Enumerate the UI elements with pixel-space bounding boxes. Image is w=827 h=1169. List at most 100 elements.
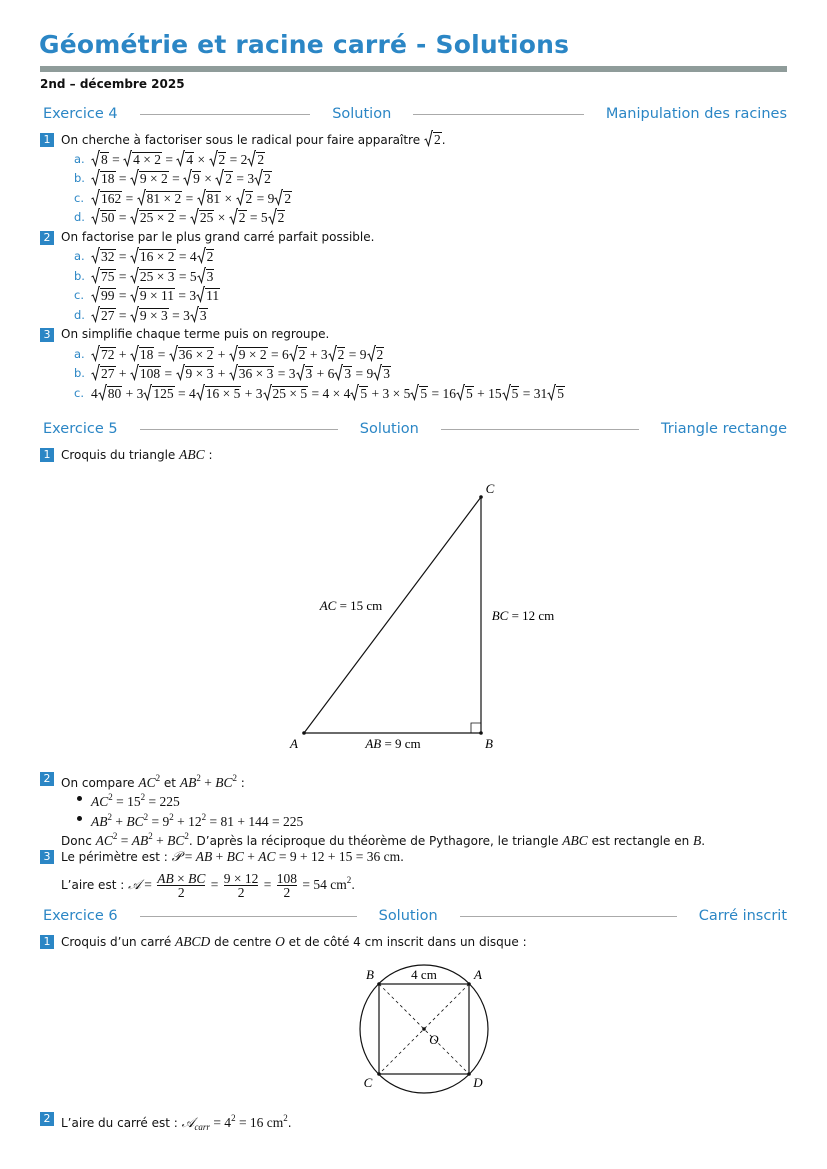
math-text: + (152, 833, 168, 848)
superscript: 2 (231, 1112, 236, 1123)
math-italic: 𝒜 (181, 1114, 195, 1130)
radicand: 81 × 2 (145, 190, 183, 206)
bullet (77, 815, 82, 821)
label-part: B (366, 967, 374, 982)
square-root: 2 (208, 149, 227, 170)
figure-label: B (485, 736, 493, 751)
radicand: 11 (205, 288, 221, 303)
text: = 9 (148, 813, 170, 829)
text: Croquis du triangle (61, 448, 180, 462)
radical-stroke (130, 305, 139, 323)
math-text: = (181, 848, 196, 864)
vertex (479, 730, 483, 735)
square-root: 25 × 2 (130, 208, 176, 228)
radical-stroke (190, 208, 199, 226)
radical-stroke (288, 344, 298, 362)
radical-stroke (228, 208, 238, 226)
square-root: 25 × 5 (262, 383, 309, 404)
square-root: 11 (196, 286, 221, 306)
superscript: 2 (196, 772, 201, 783)
radical-sign (91, 344, 100, 362)
radicand: 3 (382, 366, 391, 381)
superscript: 2 (107, 811, 113, 822)
item-line: 1 Croquis du triangle ABC : (0, 445, 827, 465)
radical-stroke (196, 188, 206, 206)
item-line: 1 Croquis d’un carré ABCD de centre O et … (0, 932, 827, 952)
square-root: 4 (176, 149, 195, 170)
radicand: 75 (100, 268, 116, 284)
radical-stroke (366, 344, 376, 362)
exercise: Exercice 4 Solution Manipulation des racin… (0, 104, 827, 403)
text: + 3 × 5 (368, 385, 411, 401)
radical-sign (334, 364, 344, 382)
radical-stroke (334, 364, 344, 382)
item-line: 3 On simplifie chaque terme puis on regro… (0, 325, 827, 345)
text: + 15 (473, 385, 502, 401)
text: = 3 (233, 171, 255, 186)
radical-stroke (327, 344, 337, 362)
radical-stroke (456, 383, 465, 401)
square-root: 2 (274, 188, 293, 209)
radical-sign (228, 208, 238, 226)
text: × (194, 151, 209, 167)
vertex (422, 1026, 426, 1031)
text: + 3 (122, 385, 144, 401)
items: 1 Croquis d’un carré ABCD de centre O et … (0, 932, 827, 1132)
text: = (175, 210, 190, 225)
label-part: = 12 cm (508, 608, 554, 623)
radical-stroke (91, 169, 100, 187)
radicand: 2 (256, 151, 266, 167)
square-root: 2 (288, 344, 307, 365)
math-italic: AC (91, 794, 109, 809)
text: = 225 (145, 794, 180, 809)
math-italic: BC (188, 871, 206, 886)
radicand: 2 (297, 346, 307, 362)
math-text: + (200, 774, 216, 790)
math-text: 108 (276, 871, 297, 886)
square-root: 108 (130, 364, 162, 384)
text: et (160, 775, 180, 790)
text: + 3 (241, 385, 263, 401)
item-number: 1 (40, 133, 54, 147)
radical-stroke (130, 286, 139, 304)
radical-sign (501, 383, 511, 401)
superscript: 2 (184, 831, 189, 841)
radical-stroke (91, 247, 100, 265)
radicand: 16 × 5 (204, 385, 242, 401)
text: + (115, 346, 130, 362)
square-root: 25 × 3 (130, 266, 176, 287)
radical-sign (130, 364, 139, 382)
radicand: 2 (224, 171, 233, 186)
sub-letter: a. (74, 346, 85, 361)
text: = 81 + 144 = 225 (206, 813, 304, 829)
figure-label: 4 cm (411, 967, 437, 982)
radical-stroke (130, 364, 139, 382)
radical-stroke (295, 364, 305, 382)
radical-sign (195, 383, 205, 401)
square-root: 3 (295, 364, 314, 384)
radicand: 32 (100, 249, 116, 264)
item-line: 1 On cherche à factoriser sous le radical… (0, 130, 827, 150)
text: = 3 (175, 288, 197, 303)
square-root: 18 (91, 169, 116, 189)
radical-stroke (183, 169, 193, 187)
radical-stroke (91, 266, 100, 284)
text: On cherche à factoriser sous le radical … (61, 133, 424, 147)
square-root: 2 (327, 344, 346, 365)
text: = 2 (226, 151, 248, 167)
radical-sign (91, 188, 100, 206)
superscript: 2 (140, 792, 146, 802)
item-line: 2 L’aire du carré est : 𝒜carr = 42 = 16 c… (0, 1109, 827, 1132)
label-part: B (485, 736, 493, 751)
text: = 9 (352, 366, 374, 381)
square-root: 2 (366, 344, 385, 365)
